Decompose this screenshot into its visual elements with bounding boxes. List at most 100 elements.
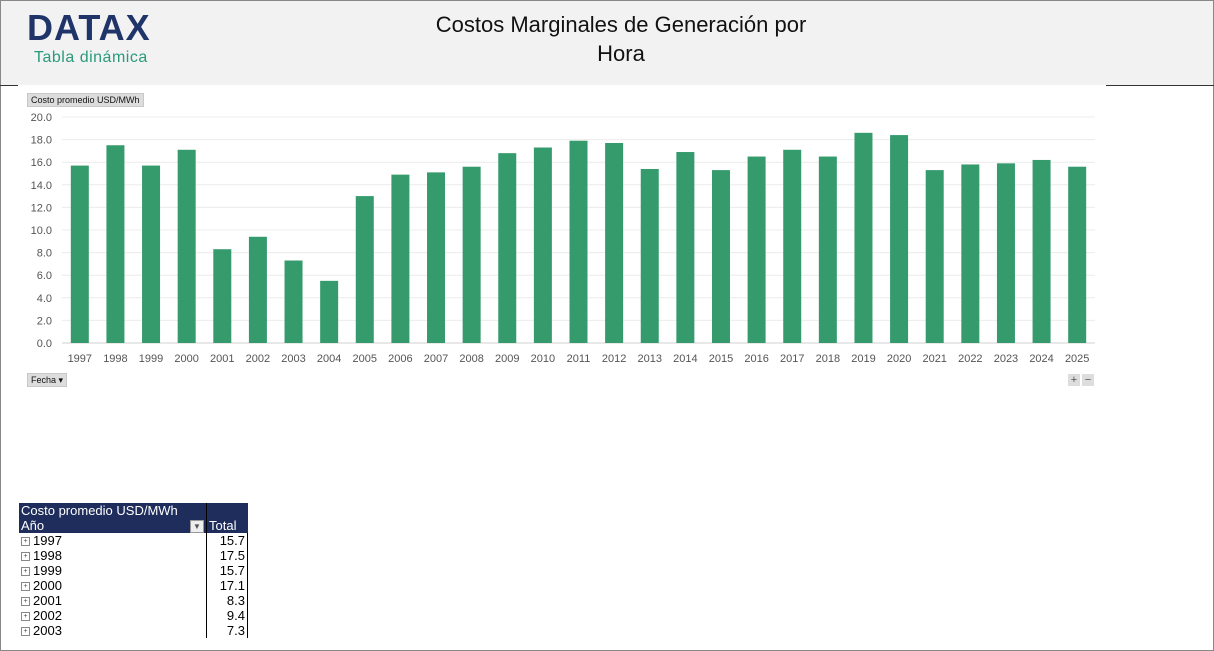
total-cell: 15.7 [206,533,248,548]
expand-icon[interactable]: + [21,612,30,622]
pivot-chart[interactable]: 0.0 2.0 4.0 6.0 8.0 10.0 12.0 14.0 16.0 18.0 20.0 1… [20,86,1106,390]
bar-1998[interactable] [106,145,125,343]
table-row: +1997 15.7 [19,533,248,548]
bar-2025[interactable] [1068,166,1087,343]
total-cell: 9.4 [206,608,248,623]
table-row: +1999 15.7 [19,563,248,578]
bar-2009[interactable] [498,153,517,343]
total-cell: 7.3 [206,623,248,638]
year-cell: +2001 [19,593,207,608]
expand-icon[interactable]: + [21,552,30,562]
year-cell: +2000 [19,578,207,593]
x-tick-label: 2012 [602,353,626,365]
bar-1997[interactable] [70,165,89,343]
y-tick-label: 8.0 [37,248,52,260]
bar-2023[interactable] [996,163,1015,343]
header: DATAX Tabla dinámica Costos Marginales d… [1,1,1213,85]
year-cell: +1999 [19,563,207,578]
total-cell: 17.5 [206,548,248,563]
x-tick-label: 2006 [388,353,412,365]
bar-2000[interactable] [177,149,196,343]
x-tick-label: 1999 [139,353,163,365]
year-cell: +2003 [19,623,207,638]
pivot-title: Costo promedio USD/MWh [19,503,207,518]
filter-dropdown-icon[interactable]: ▼ [190,520,204,533]
x-tick-label: 2017 [780,353,804,365]
subtitle: Tabla dinámica [34,49,148,66]
bar-2022[interactable] [961,164,980,343]
fecha-field-button[interactable]: Fecha ▾ [27,373,68,387]
expand-icon[interactable]: + [21,537,30,547]
x-tick-label: 2025 [1065,353,1089,365]
x-tick-label: 2022 [958,353,982,365]
expand-icon[interactable]: + [21,627,30,637]
y-tick-label: 12.0 [31,202,52,214]
bar-2024[interactable] [1032,159,1051,343]
bar-2014[interactable] [676,152,695,343]
y-tick-label: 16.0 [31,157,52,169]
bar-2012[interactable] [605,142,624,343]
x-tick-label: 2024 [1029,353,1053,365]
bar-2005[interactable] [355,196,374,343]
y-tick-label: 10.0 [31,225,52,237]
page-title: Costos Marginales de Generación por Hora [391,10,851,68]
bar-2004[interactable] [320,280,339,343]
expand-icon[interactable]: + [21,582,30,592]
bar-2006[interactable] [391,174,410,343]
x-tick-label: 2005 [353,353,377,365]
pivot-table: Costo promedio USD/MWh Año ▼ Total +1997… [19,503,248,638]
x-tick-label: 1998 [103,353,127,365]
bar-2016[interactable] [747,156,766,343]
year-cell: +1998 [19,548,207,563]
bar-2010[interactable] [533,147,552,343]
bar-1999[interactable] [142,165,161,343]
bar-2018[interactable] [818,156,837,343]
value-field-button[interactable]: Costo promedio USD/MWh [27,93,144,107]
bar-2008[interactable] [462,166,481,343]
bar-2019[interactable] [854,132,873,343]
row-header-label: Año [21,518,45,533]
bar-2017[interactable] [783,149,802,343]
table-row: +2002 9.4 [19,608,248,623]
y-tick-label: 20.0 [31,112,52,124]
bar-2020[interactable] [890,135,909,343]
expand-icon[interactable]: + [21,597,30,607]
collapse-button[interactable]: − [1082,374,1094,386]
bar-2003[interactable] [284,260,303,343]
bar-2001[interactable] [213,249,232,343]
x-tick-label: 2015 [709,353,733,365]
divider [0,85,18,86]
bar-2015[interactable] [711,170,730,343]
y-tick-label: 0.0 [37,338,52,350]
chart-svg: 0.0 2.0 4.0 6.0 8.0 10.0 12.0 14.0 16.0 18.0 20.0 1… [31,112,1095,365]
x-tick-label: 2021 [922,353,946,365]
table-row: +2001 8.3 [19,593,248,608]
x-tick-label: 2003 [281,353,305,365]
expand-button[interactable]: + [1068,374,1080,386]
x-tick-label: 2011 [567,353,591,365]
year-label: 2000 [33,578,62,593]
bar-2002[interactable] [248,236,267,343]
bar-2011[interactable] [569,140,588,343]
y-tick-label: 6.0 [37,270,52,282]
expand-icon[interactable]: + [21,567,30,577]
y-tick-label: 14.0 [31,180,52,192]
row-header: Año ▼ [19,518,207,533]
y-tick-label: 4.0 [37,293,52,305]
year-label: 1997 [33,533,62,548]
bar-2013[interactable] [640,168,659,343]
table-row: +2000 17.1 [19,578,248,593]
year-label: 1998 [33,548,62,563]
bar-2021[interactable] [925,170,944,343]
x-tick-label: 2013 [637,353,661,365]
bar-2007[interactable] [427,172,446,343]
x-tick-label: 2018 [816,353,840,365]
x-tick-label: 2001 [210,353,234,365]
y-tick-label: 18.0 [31,135,52,147]
year-label: 2003 [33,623,62,638]
x-tick-label: 2008 [459,353,483,365]
x-tick-label: 2023 [994,353,1018,365]
total-header: Total [206,518,248,533]
x-tick-label: 2004 [317,353,341,365]
x-tick-label: 2002 [246,353,270,365]
